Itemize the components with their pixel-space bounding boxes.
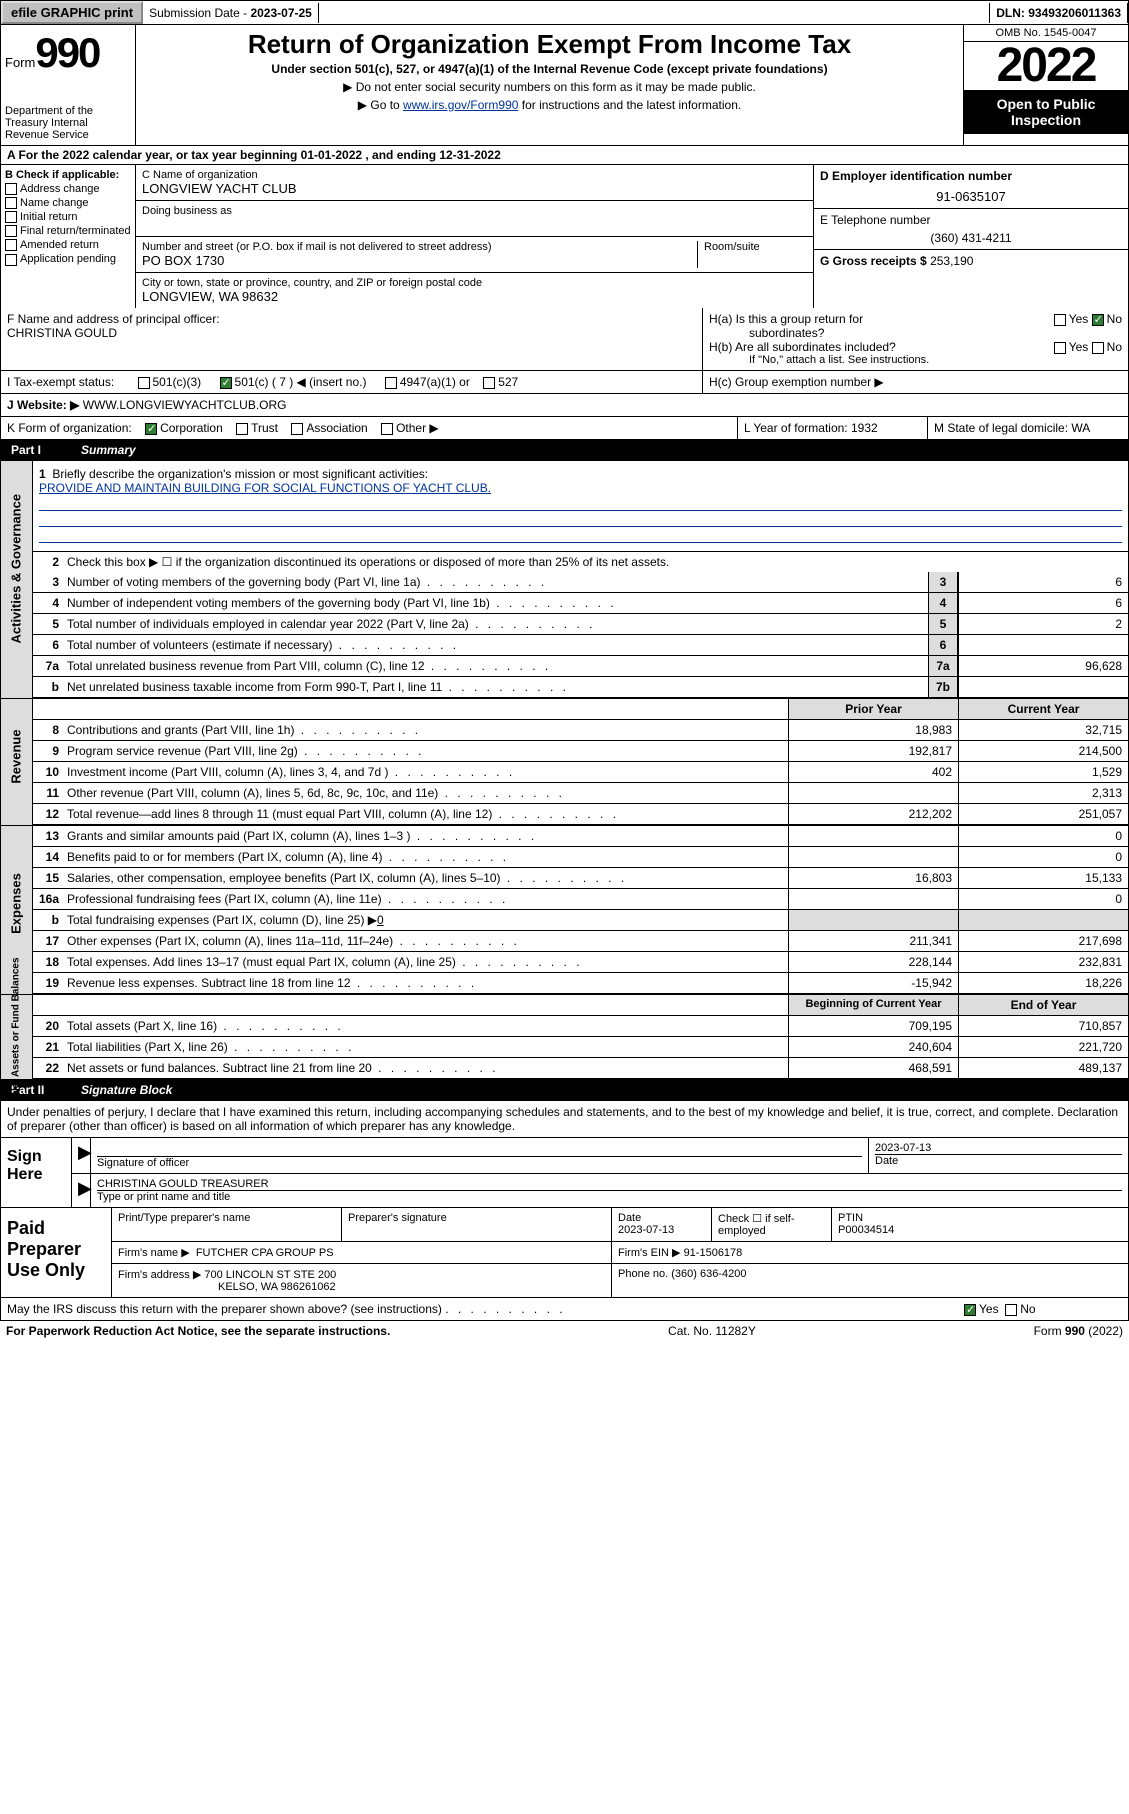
form-number: 990 — [35, 29, 99, 76]
cb-address[interactable]: Address change — [5, 183, 131, 195]
note-link: ▶ Go to www.irs.gov/Form990 for instruct… — [146, 98, 953, 112]
tax-year: 2022 — [964, 42, 1128, 90]
line-19: 19Revenue less expenses. Subtract line 1… — [33, 973, 1128, 994]
h-b: H(b) Are all subordinates included?Yes N… — [709, 340, 1122, 354]
form-title: Return of Organization Exempt From Incom… — [146, 29, 953, 60]
line-b: bNet unrelated business taxable income f… — [33, 677, 1128, 698]
line-7a: 7aTotal unrelated business revenue from … — [33, 656, 1128, 677]
cb-name[interactable]: Name change — [5, 197, 131, 209]
form-subtitle: Under section 501(c), 527, or 4947(a)(1)… — [146, 62, 953, 76]
dba-row: Doing business as — [136, 201, 813, 237]
activities-governance: Activities & Governance 1 Briefly descri… — [0, 461, 1129, 699]
h-c: H(c) Group exemption number ▶ — [703, 371, 1128, 393]
paid-preparer: Paid Preparer Use Only Print/Type prepar… — [0, 1208, 1129, 1298]
officer-label: F Name and address of principal officer: — [7, 312, 696, 326]
k-l-m-row: K Form of organization: Corporation Trus… — [0, 417, 1129, 440]
line-16a: 16aProfessional fundraising fees (Part I… — [33, 889, 1128, 910]
net-assets-section: Net Assets or Fund Balances Beginning of… — [0, 995, 1129, 1080]
line-4: 4Number of independent voting members of… — [33, 593, 1128, 614]
org-name-row: C Name of organization LONGVIEW YACHT CL… — [136, 165, 813, 201]
line-16b: b Total fundraising expenses (Part IX, c… — [33, 910, 1128, 931]
address-row: Number and street (or P.O. box if mail i… — [136, 237, 813, 273]
officer-name: CHRISTINA GOULD — [7, 326, 696, 340]
tax-status-row: I Tax-exempt status: 501(c)(3) 501(c) ( … — [0, 371, 1129, 394]
cb-final[interactable]: Final return/terminated — [5, 225, 131, 237]
h-a2: subordinates? — [709, 326, 1122, 340]
website-row: J Website: ▶ WWW.LONGVIEWYACHTCLUB.ORG — [0, 394, 1129, 417]
inspection-badge: Open to Public Inspection — [964, 90, 1128, 134]
col-headers: Prior Year Current Year — [33, 699, 1128, 720]
form-header: Form990 Department of the Treasury Inter… — [0, 25, 1129, 146]
cb-pending[interactable]: Application pending — [5, 253, 131, 265]
line-15: 15Salaries, other compensation, employee… — [33, 868, 1128, 889]
officer-h-row: F Name and address of principal officer:… — [0, 308, 1129, 371]
cb-amended[interactable]: Amended return — [5, 239, 131, 251]
line-17: 17Other expenses (Part IX, column (A), l… — [33, 931, 1128, 952]
phone-row: E Telephone number(360) 431-4211 — [814, 209, 1128, 250]
line-21: 21Total liabilities (Part X, line 26) 24… — [33, 1037, 1128, 1058]
perjury-text: Under penalties of perjury, I declare th… — [0, 1101, 1129, 1138]
i-label: I Tax-exempt status: — [7, 375, 114, 389]
line-22: 22Net assets or fund balances. Subtract … — [33, 1058, 1128, 1079]
part2-header: Part IISignature Block — [0, 1080, 1129, 1101]
line-8: 8Contributions and grants (Part VIII, li… — [33, 720, 1128, 741]
line-20: 20Total assets (Part X, line 16) 709,195… — [33, 1016, 1128, 1037]
part1-header: Part ISummary — [0, 440, 1129, 461]
city-row: City or town, state or province, country… — [136, 273, 813, 308]
line-10: 10Investment income (Part VIII, column (… — [33, 762, 1128, 783]
line-9: 9Program service revenue (Part VIII, lin… — [33, 741, 1128, 762]
revenue-section: Revenue Prior Year Current Year 8Contrib… — [0, 699, 1129, 826]
gross-row: G Gross receipts $ 253,190 — [814, 250, 1128, 272]
row-a-period: A For the 2022 calendar year, or tax yea… — [0, 146, 1129, 165]
dept-label: Department of the Treasury Internal Reve… — [5, 105, 131, 141]
sign-here: Sign Here ▶ Signature of officer 2023-07… — [0, 1138, 1129, 1208]
line-5: 5Total number of individuals employed in… — [33, 614, 1128, 635]
cb-initial[interactable]: Initial return — [5, 211, 131, 223]
top-bar: efile GRAPHIC print Submission Date - 20… — [0, 0, 1129, 25]
line-13: 13Grants and similar amounts paid (Part … — [33, 826, 1128, 847]
line-11: 11Other revenue (Part VIII, column (A), … — [33, 783, 1128, 804]
col-b-header: B Check if applicable: — [5, 169, 119, 181]
line-14: 14Benefits paid to or for members (Part … — [33, 847, 1128, 868]
irs-link[interactable]: www.irs.gov/Form990 — [403, 98, 518, 112]
h-b-note: If "No," attach a list. See instructions… — [709, 354, 1122, 366]
submission-date: Submission Date - 2023-07-25 — [143, 3, 319, 23]
col-b-checkboxes: B Check if applicable: Address change Na… — [1, 165, 136, 308]
expenses-section: Expenses 13Grants and similar amounts pa… — [0, 826, 1129, 995]
h-a: H(a) Is this a group return forYes No — [709, 312, 1122, 326]
form-label: Form — [5, 55, 35, 70]
top-info-grid: B Check if applicable: Address change Na… — [0, 165, 1129, 308]
efile-button[interactable]: efile GRAPHIC print — [1, 1, 143, 24]
line-3: 3Number of voting members of the governi… — [33, 572, 1128, 593]
dln: DLN: 93493206011363 — [989, 3, 1128, 23]
col-headers-2: Beginning of Current Year End of Year — [33, 995, 1128, 1016]
ein-row: D Employer identification number91-06351… — [814, 165, 1128, 209]
discuss-row: May the IRS discuss this return with the… — [0, 1298, 1129, 1321]
line-18: 18Total expenses. Add lines 13–17 (must … — [33, 952, 1128, 973]
footer: For Paperwork Reduction Act Notice, see … — [0, 1321, 1129, 1341]
note-ssn: ▶ Do not enter social security numbers o… — [146, 80, 953, 94]
mission-block: 1 Briefly describe the organization's mi… — [33, 461, 1128, 552]
line-12: 12Total revenue—add lines 8 through 11 (… — [33, 804, 1128, 825]
line-6: 6Total number of volunteers (estimate if… — [33, 635, 1128, 656]
